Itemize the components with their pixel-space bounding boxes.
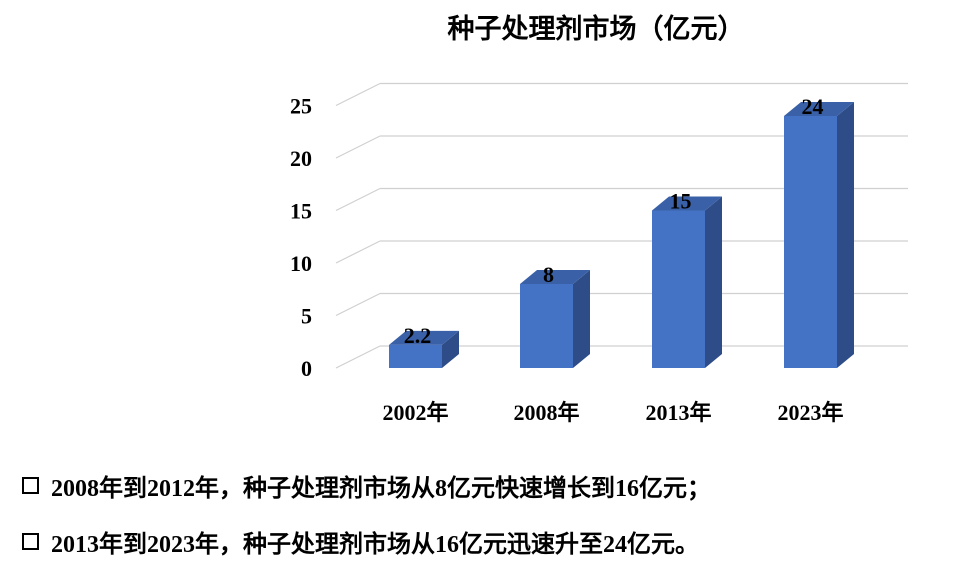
bar-side <box>837 102 854 368</box>
x-tick-label: 2023年 <box>777 400 843 425</box>
y-axis-tick-labels: 0 5 10 15 20 25 <box>290 94 312 382</box>
bar-2 <box>520 270 590 368</box>
bar-front <box>784 116 837 368</box>
bar-3 <box>652 196 722 368</box>
data-label: 2.2 <box>404 323 432 348</box>
gridline-diag <box>335 187 381 212</box>
bar-front <box>520 284 573 368</box>
bar-side <box>442 330 459 368</box>
bullet-item-1: 2008年到2012年，种子处理剂市场从8亿元快速增长到16亿元； <box>22 470 711 502</box>
gridline-diag <box>335 292 381 317</box>
bar-4 <box>784 102 854 368</box>
x-tick-label: 2008年 <box>513 400 579 425</box>
data-label: 15 <box>670 189 692 214</box>
bar-top <box>652 196 722 211</box>
checkbox-square-icon <box>22 532 39 550</box>
bar-top <box>784 102 854 116</box>
x-tick-label: 2002年 <box>382 400 448 425</box>
data-labels: 2.2 8 15 24 <box>404 94 824 348</box>
x-tick-label: 2013年 <box>645 400 711 425</box>
chart-bars <box>389 102 854 368</box>
data-label: 24 <box>802 94 824 119</box>
bar-top <box>389 330 459 345</box>
bar-side <box>705 196 722 368</box>
y-tick-label: 10 <box>290 251 312 276</box>
gridline-diag <box>335 82 381 107</box>
bar-side <box>573 270 590 368</box>
bar-front <box>652 210 705 368</box>
bar-top <box>520 270 590 284</box>
y-tick-label: 25 <box>290 94 312 119</box>
bullet-text-1: 2008年到2012年，种子处理剂市场从8亿元快速增长到16亿元； <box>51 475 711 502</box>
x-axis-tick-labels: 2002年 2008年 2013年 2023年 <box>382 400 843 425</box>
bullet-text-2: 2013年到2023年，种子处理剂市场从16亿元迅速升至24亿元。 <box>51 531 699 558</box>
bullet-list: 2008年到2012年，种子处理剂市场从8亿元快速增长到16亿元； 2013年到… <box>22 470 711 582</box>
gridline-diag <box>335 135 381 159</box>
bullet-item-2: 2013年到2023年，种子处理剂市场从16亿元迅速升至24亿元。 <box>22 526 711 558</box>
checkbox-square-icon <box>22 476 39 494</box>
y-tick-label: 20 <box>290 146 312 171</box>
chart-title: 种子处理剂市场（亿元） <box>448 13 745 44</box>
gridline-diag <box>335 240 381 264</box>
bar-1 <box>389 330 459 368</box>
gridline-diag <box>335 345 381 369</box>
y-tick-label: 0 <box>301 356 312 381</box>
y-tick-label: 5 <box>301 304 312 329</box>
y-tick-label: 15 <box>290 199 312 224</box>
bar-front <box>389 344 442 368</box>
data-label: 8 <box>543 262 554 287</box>
